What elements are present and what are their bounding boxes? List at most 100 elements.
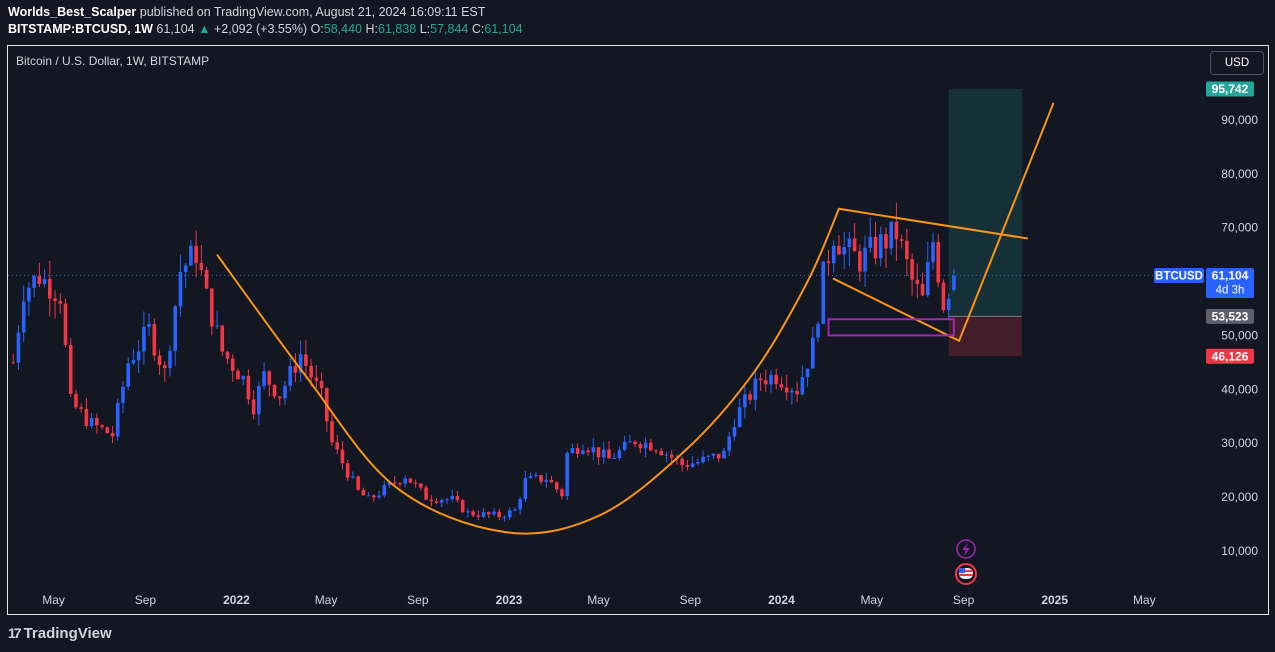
candle-body [763,380,768,385]
time-tick-label: May [587,593,610,607]
candle-body [643,442,648,449]
candle-body [575,448,580,454]
candle-body [392,482,397,484]
last-price: 61,104 [156,22,195,36]
candle-body [366,495,371,497]
stop-zone [948,316,1022,357]
currency-button[interactable]: USD [1210,51,1264,75]
candle-body [68,344,73,394]
low-value: 57,844 [430,22,469,36]
candle-body [377,495,381,498]
price-tick-label: 10,000 [1221,544,1258,558]
candle-body [434,501,439,503]
candle-body [852,238,857,252]
candle-body [539,475,543,482]
lower-trendline [832,277,961,342]
candle-body [262,371,266,387]
candle-body [638,444,643,449]
candle-body [622,441,627,450]
candle-body [37,276,42,284]
candle-body [220,325,225,352]
candle-body [534,475,538,477]
candle-body [659,450,664,456]
candle-body [74,393,78,408]
candle-body [565,452,569,497]
candle-body [560,489,564,497]
low-label: L: [419,22,431,36]
candle-body [403,478,407,484]
event-icons[interactable] [955,539,977,585]
price-chart[interactable]: 10,000 20,000 30,000 40,000 50,000 70,000 80,0… [8,46,1268,614]
close-value: 61,104 [484,22,523,36]
candle-body [915,279,920,284]
upper-trendline [837,207,1029,240]
tradingview-logo[interactable]: 17 TradingView [8,625,112,642]
candle-body [497,511,502,518]
candle-body [387,482,392,486]
candle-body [486,512,491,515]
candle-body [769,374,773,385]
time-tick-label: 2023 [496,593,523,607]
candle-body [528,476,533,479]
candle-body [168,350,172,369]
candle-body [356,476,360,490]
candle-body [53,298,57,301]
price-tick-label: 50,000 [1221,328,1258,342]
brand-name: TradingView [23,625,112,642]
candle-body [293,366,298,373]
breakout-projection [958,102,1055,342]
countdown-text: 4d 3h [1216,285,1245,297]
candle-body [335,442,340,450]
author-name[interactable]: Worlds_Best_Scalper [8,5,137,19]
candle-body [753,378,758,400]
candle-body [884,234,888,249]
candle-body [690,463,695,467]
candle-body [722,450,726,459]
price-tick-label: 30,000 [1221,436,1258,450]
open-label: O: [310,22,324,36]
price-tick-label: 20,000 [1221,490,1258,504]
candle-body [319,380,324,389]
candle-body [680,458,684,466]
symbol-label[interactable]: BITSTAMP:BTCUSD, 1W [8,22,153,36]
candle-body [868,237,873,248]
candle-body [920,283,925,296]
candle-body [95,418,99,426]
candle-body [905,240,909,260]
price-tick-label: 80,000 [1221,167,1258,181]
candle-body [110,433,115,437]
candle-body [251,399,256,415]
candle-body [283,385,287,399]
candle-body [351,476,355,478]
candle-body [894,221,899,240]
time-tick-label: 2022 [223,593,250,607]
candle-body [591,447,596,453]
candle-body [63,303,68,345]
candle-body [518,499,522,510]
candle-body [340,449,345,464]
candle-body [178,272,183,307]
candle-body [304,354,308,366]
candle-body [889,221,893,249]
candle-body [429,499,434,502]
lightning-glyph [962,543,970,556]
chart-frame[interactable]: 10,000 20,000 30,000 40,000 50,000 70,000 80,0… [7,45,1269,615]
open-value: 58,440 [323,22,363,36]
candle-body [654,450,658,452]
stop-price-tag [1206,348,1254,364]
target-zone [948,88,1022,317]
price-tick-label: 90,000 [1221,113,1258,127]
symbol-tag [1154,268,1204,284]
chart-legend-title: Bitcoin / U.S. Dollar, 1W, BITSTAMP [16,54,210,68]
candle-body [100,425,104,428]
candle-body [157,355,162,366]
up-arrow-icon: ▲ [198,22,211,36]
time-tick-label: 2024 [768,593,795,607]
time-tick-label: May [315,593,338,607]
candle-body [523,478,528,500]
candle-body [126,363,130,387]
candle-body [58,300,63,304]
time-tick-label: 2025 [1041,593,1068,607]
entry-price-tag [1206,308,1254,324]
candle-body [774,374,779,385]
